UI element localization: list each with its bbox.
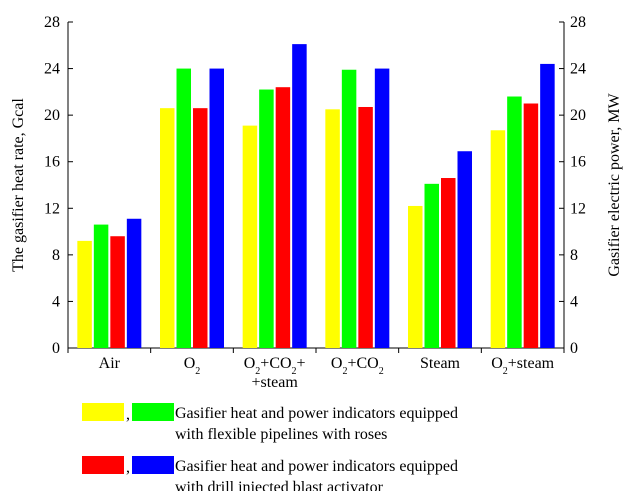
- left-y-tick-label: 8: [52, 247, 60, 264]
- x-category-label: Steam: [420, 355, 461, 372]
- bar-o2-s2: [176, 68, 191, 349]
- bar-o2-steam-s3: [523, 103, 539, 348]
- legend-text-line: Gasifier heat and power indicators equip…: [175, 405, 458, 422]
- x-category-label: O2+CO2+: [244, 355, 306, 377]
- left-axis-title: The gasifier heat rate, Gcal: [10, 98, 27, 272]
- bar-o2-s3: [193, 108, 208, 349]
- x-category-label: O2+steam: [491, 355, 554, 377]
- right-y-tick-label: 8: [570, 247, 578, 264]
- x-category-label-line2: +steam: [251, 374, 298, 391]
- x-category-label-part: Air: [99, 355, 121, 372]
- bar-air-s1: [77, 240, 92, 348]
- left-y-tick-label: 16: [44, 154, 60, 171]
- x-category-label-part: Steam: [420, 355, 461, 372]
- x-category-label-part: O: [491, 355, 503, 372]
- left-y-tick-label: 0: [52, 340, 60, 357]
- bar-o2-co2-steam-s1: [242, 125, 258, 348]
- bar-air-s2: [93, 224, 109, 348]
- bar-o2-co2-s3: [358, 106, 373, 348]
- x-category-label-part: 2: [292, 366, 297, 377]
- legend-swatch: [82, 403, 124, 421]
- x-category-label-part: O: [331, 355, 343, 372]
- bar-o2-s1: [160, 108, 175, 349]
- left-y-tick-label: 24: [44, 61, 60, 78]
- left-y-tick-label: 20: [44, 107, 60, 124]
- left-y-tick-label: 4: [52, 293, 60, 310]
- right-axis-title: Gasifier electric power, MW: [606, 92, 623, 276]
- legend-text-line: with drill injected blast activator: [175, 479, 384, 491]
- left-y-tick-label: 12: [44, 200, 60, 217]
- x-category-label-part: +steam: [508, 355, 555, 372]
- bar-air-s4: [126, 218, 142, 348]
- bar-o2-co2-steam-s2: [259, 89, 274, 349]
- right-y-tick-label: 16: [570, 154, 586, 171]
- x-category-label: O2+CO2: [331, 355, 384, 377]
- bar-steam-s1: [408, 205, 423, 348]
- legend-swatch: [132, 456, 174, 474]
- x-category-label-part: 2: [503, 366, 508, 377]
- x-category-label-part: 2: [195, 366, 200, 377]
- bar-o2-s4: [209, 68, 224, 349]
- x-category-label: Air: [99, 355, 121, 372]
- bar-o2-co2-s4: [374, 68, 390, 349]
- bar-o2-steam-s2: [507, 96, 522, 348]
- bar-air-s3: [110, 236, 125, 348]
- legend-text-line: Gasifier heat and power indicators equip…: [175, 458, 458, 475]
- x-category-label-part: +CO: [260, 355, 291, 372]
- bar-steam-s4: [457, 151, 472, 348]
- x-category-label-part: +CO: [347, 355, 378, 372]
- x-category-label-part: 2: [342, 366, 347, 377]
- bar-o2-co2-s2: [341, 69, 357, 348]
- legend-separator: ,: [126, 406, 130, 423]
- x-category-label-part: 2: [379, 366, 384, 377]
- right-y-tick-label: 20: [570, 107, 586, 124]
- right-y-tick-label: 4: [570, 293, 578, 310]
- legend-text-line: with flexible pipelines with roses: [175, 426, 387, 443]
- right-y-tick-label: 12: [570, 200, 586, 217]
- x-category-label-part: +: [297, 355, 306, 372]
- bar-steam-s2: [424, 183, 439, 348]
- x-category-label-part: O: [184, 355, 196, 372]
- left-y-tick-label: 28: [44, 14, 60, 31]
- bar-o2-co2-steam-s3: [275, 87, 291, 348]
- right-y-tick-label: 24: [570, 61, 586, 78]
- legend-swatch: [82, 456, 124, 474]
- right-y-tick-label: 0: [570, 340, 578, 357]
- bar-o2-co2-steam-s4: [292, 44, 307, 348]
- bar-steam-s3: [441, 178, 456, 348]
- bar-o2-co2-s1: [325, 109, 340, 348]
- bar-o2-steam-s1: [490, 130, 506, 348]
- x-category-label-part: O: [244, 355, 256, 372]
- x-category-label-part: 2: [255, 366, 260, 377]
- x-category-label: O2: [184, 355, 201, 377]
- legend-swatch: [132, 403, 174, 421]
- bar-o2-steam-s4: [540, 63, 555, 349]
- right-y-tick-label: 28: [570, 14, 586, 31]
- legend-separator: ,: [126, 459, 130, 476]
